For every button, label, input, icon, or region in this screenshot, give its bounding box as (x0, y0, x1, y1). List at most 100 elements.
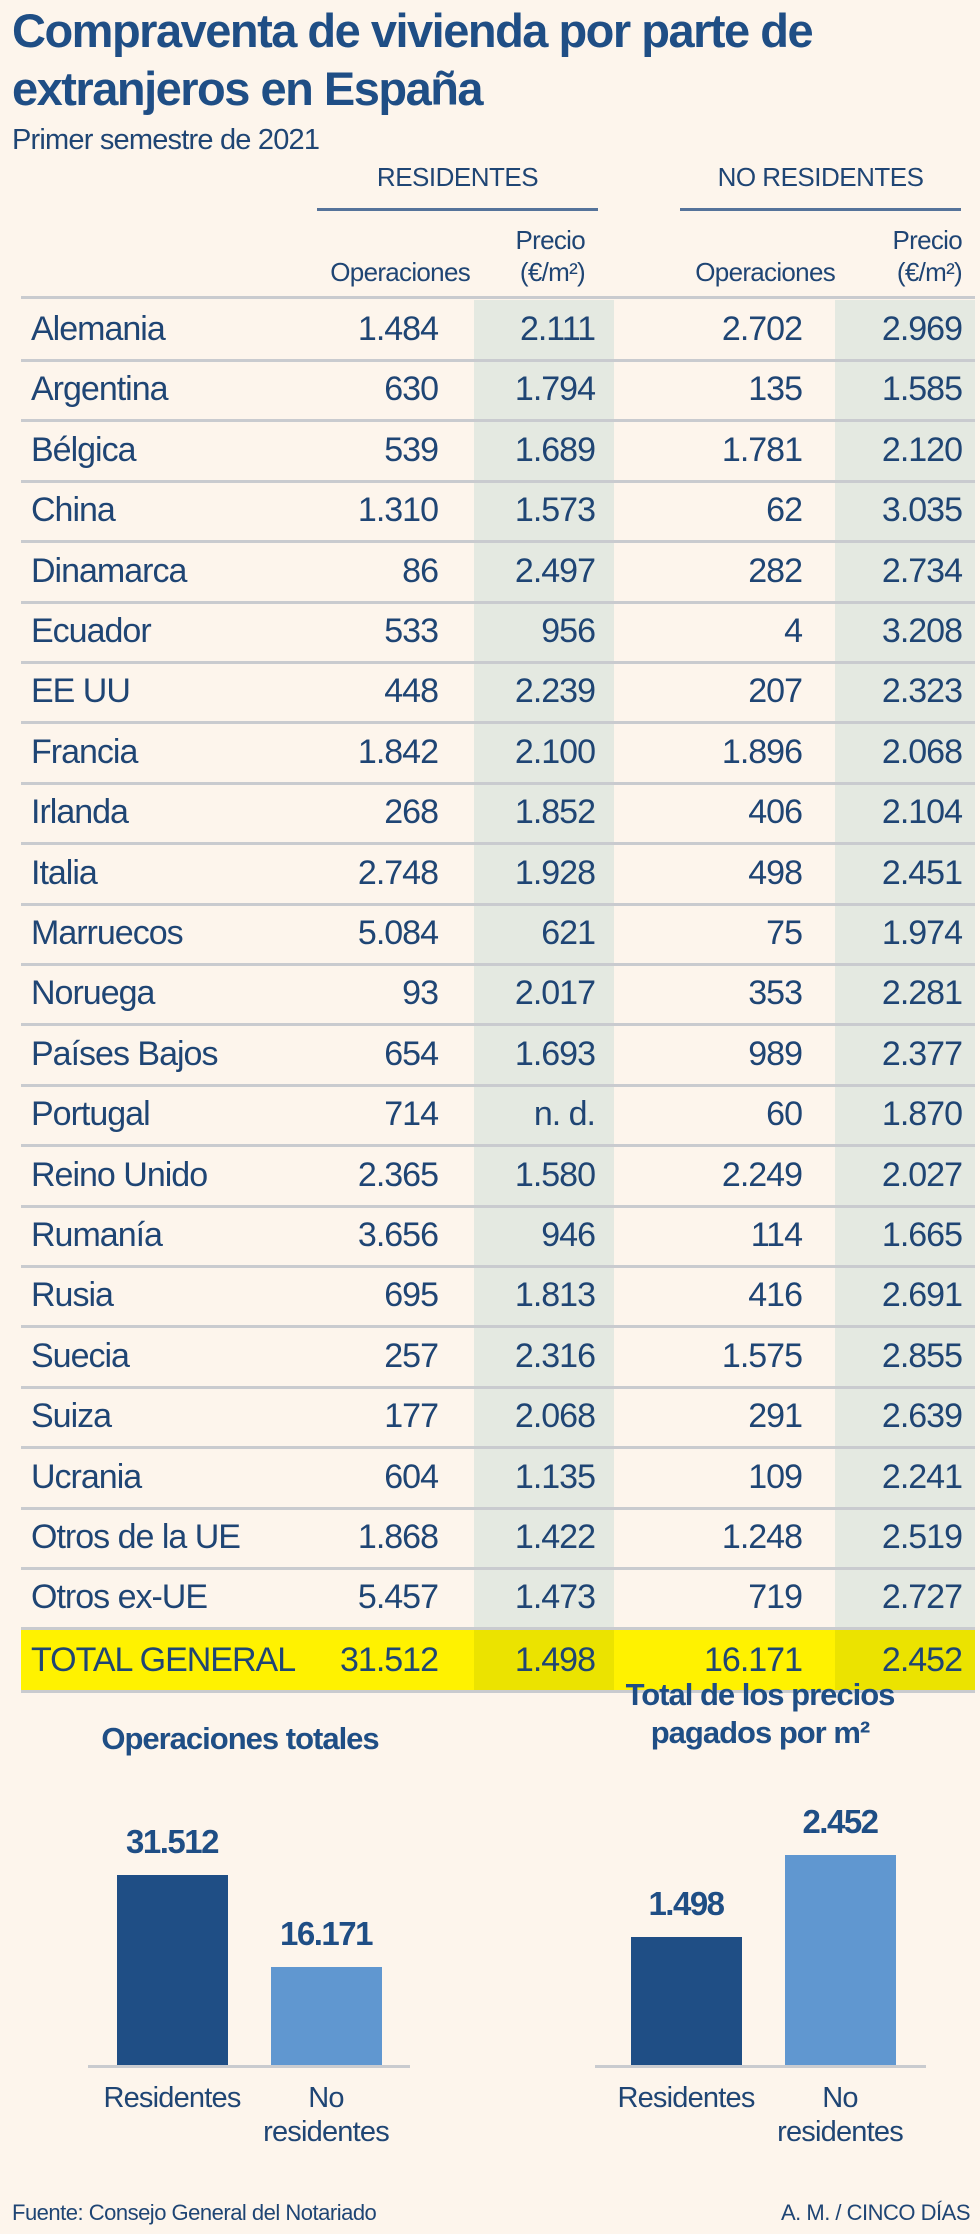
ops-residentes-cell: 539 (384, 430, 439, 469)
ops-no-residentes-cell: 62 (766, 491, 803, 530)
ops-residentes-cell: 5.457 (357, 1578, 439, 1617)
precio-residentes-cell: 956 (541, 612, 596, 650)
credit: A. M. / CINCO DÍAS (780, 2200, 971, 2225)
precio-no-residentes-cell: 2.241 (881, 1457, 963, 1496)
precio-residentes-cell: 2.111 (519, 310, 596, 348)
ops-residentes-cell: 1.842 (357, 732, 439, 771)
ops-residentes-cell: 630 (384, 370, 439, 409)
precio-residentes-cell: 1.693 (514, 1034, 596, 1073)
ops-residentes-cell: 86 (402, 551, 439, 590)
precio-residentes-cell: 1.813 (514, 1276, 596, 1315)
price-column-shade (835, 300, 975, 1693)
table-row: Países Bajos 654 1.693 989 2.377 (21, 1024, 975, 1087)
country-cell: Noruega (31, 974, 155, 1013)
ops-residentes-cell: 177 (384, 1397, 439, 1436)
ops-no-residentes-cell: 989 (748, 1034, 803, 1073)
group-header-no-residentes: NO RESIDENTES (717, 162, 924, 192)
ops-no-residentes-cell: 1.248 (721, 1518, 803, 1556)
country-cell: Ecuador (31, 612, 152, 650)
ops-residentes-cell: 533 (384, 612, 439, 650)
country-cell: Italia (31, 853, 98, 892)
precio-no-residentes-cell: 2.120 (881, 430, 963, 469)
ops-no-residentes-cell: 353 (748, 974, 803, 1013)
precio-residentes-cell: n. d. (533, 1095, 596, 1134)
x-tick-label: No residentes (263, 2082, 390, 2148)
country-cell: China (31, 491, 116, 530)
table-row: Suiza 177 2.068 291 2.639 (21, 1386, 975, 1450)
bar-residentes (631, 1936, 742, 2065)
country-cell: Bélgica (31, 430, 137, 469)
country-cell: Otros ex-UE (31, 1578, 208, 1617)
country-cell: Irlanda (31, 793, 129, 832)
precio-no-residentes-cell: 2.969 (881, 310, 963, 348)
precio-no-residentes-cell: 3.035 (881, 491, 963, 530)
table-row: Italia 2.748 1.928 498 2.451 (21, 843, 975, 906)
page-title: Compraventa de vivienda por parte de ext… (12, 4, 814, 115)
country-cell: EE UU (31, 672, 131, 711)
table-row: Irlanda 268 1.852 406 2.104 (21, 782, 975, 846)
precio-residentes-cell: 946 (541, 1216, 596, 1254)
precio-residentes-cell: 1.852 (514, 793, 596, 832)
precio-residentes-cell: 2.239 (514, 672, 596, 711)
precio-residentes-cell: 1.928 (514, 853, 596, 892)
total-row: TOTAL GENERAL 31.512 1.498 16.171 2.452 (21, 1629, 975, 1693)
precio-residentes-cell: 1.689 (514, 430, 596, 469)
precio-no-residentes-cell: 2.452 (881, 1640, 963, 1679)
ops-residentes-cell: 604 (384, 1457, 439, 1496)
precio-no-residentes-cell: 2.519 (881, 1518, 963, 1556)
ops-no-residentes-cell: 719 (748, 1578, 803, 1617)
country-cell: Suecia (31, 1336, 130, 1375)
ops-residentes-cell: 1.868 (357, 1518, 439, 1556)
country-cell: Francia (31, 732, 138, 771)
precio-no-residentes-cell: 2.027 (881, 1155, 963, 1194)
ops-residentes-cell: 2.365 (357, 1155, 439, 1194)
precio-residentes-cell: 1.573 (514, 491, 596, 530)
precio-no-residentes-cell: 2.323 (881, 672, 963, 711)
ops-no-residentes-cell: 282 (748, 551, 803, 590)
table-row: Francia 1.842 2.100 1.896 2.068 (21, 722, 975, 785)
precio-residentes-cell: 2.316 (514, 1336, 596, 1375)
ops-residentes-cell: 3.656 (357, 1216, 439, 1254)
ops-no-residentes-cell: 2.249 (721, 1155, 803, 1194)
country-cell: Países Bajos (31, 1034, 218, 1073)
table-row: EE UU 448 2.239 207 2.323 (21, 661, 975, 725)
table-row: Dinamarca 86 2.497 282 2.734 (21, 541, 975, 604)
precio-no-residentes-cell: 1.870 (881, 1095, 963, 1134)
chart-title-operaciones: Operaciones totales (101, 1721, 379, 1756)
precio-unit: (€/m²) (896, 257, 963, 287)
precio-residentes-cell: 1.794 (514, 370, 596, 409)
ops-no-residentes-cell: 406 (748, 793, 803, 832)
table-row: Marruecos 5.084 621 75 1.974 (21, 903, 975, 966)
ops-residentes-cell: 268 (384, 793, 439, 832)
precio-residentes-cell: 1.498 (514, 1640, 596, 1679)
precio-residentes-cell: 621 (541, 914, 596, 952)
table-top-rule (21, 296, 975, 299)
precio-no-residentes-cell: 2.734 (881, 551, 963, 590)
precio-no-residentes-cell: 1.974 (881, 914, 963, 952)
country-cell: Otros de la UE (31, 1518, 241, 1556)
precio-residentes-cell: 1.473 (514, 1578, 596, 1617)
ops-no-residentes-cell: 2.702 (721, 310, 803, 348)
ops-residentes-cell: 654 (384, 1034, 439, 1073)
country-cell: Alemania (31, 310, 166, 348)
country-cell: Portugal (31, 1095, 151, 1134)
country-cell: TOTAL GENERAL (31, 1640, 296, 1679)
ops-residentes-cell: 448 (384, 672, 439, 711)
ops-residentes-cell: 93 (402, 974, 439, 1013)
table-row: Ecuador 533 956 4 3.208 (21, 601, 975, 664)
precio-no-residentes-cell: 3.208 (881, 612, 963, 650)
source-note: Fuente: Consejo General del Notariado (12, 2200, 377, 2225)
country-cell: Reino Unido (31, 1155, 208, 1194)
ops-no-residentes-cell: 109 (748, 1457, 803, 1496)
bar-value-label: 1.498 (648, 1884, 725, 1922)
precio-label: Precio (515, 225, 586, 255)
precio-residentes-cell: 2.017 (514, 974, 596, 1013)
col-header-operaciones: Operaciones (330, 257, 470, 287)
ops-no-residentes-cell: 16.171 (704, 1640, 803, 1679)
table-row: Suecia 257 2.316 1.575 2.855 (21, 1326, 975, 1389)
group-divider (680, 208, 961, 211)
precio-no-residentes-cell: 2.451 (881, 853, 963, 892)
country-cell: Rusia (31, 1276, 114, 1315)
country-cell: Rumanía (31, 1216, 163, 1254)
ops-no-residentes-cell: 75 (766, 914, 803, 952)
